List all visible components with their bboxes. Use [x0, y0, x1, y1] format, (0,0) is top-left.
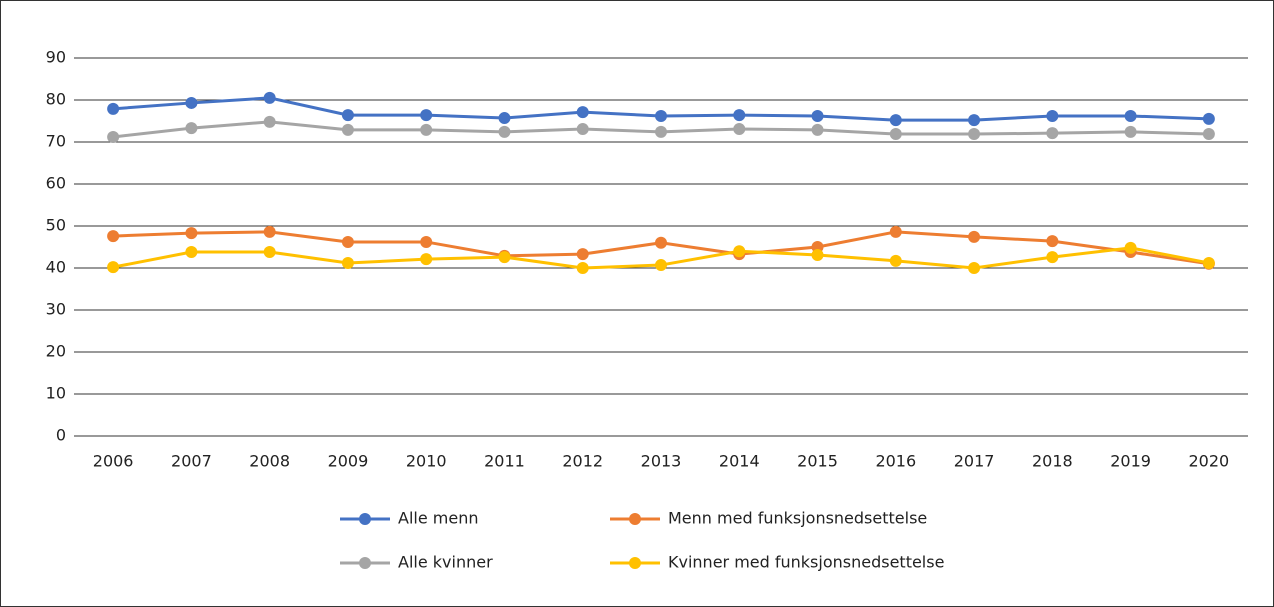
- series-marker: [185, 96, 198, 109]
- y-tick-label: 50: [46, 216, 66, 235]
- series-marker: [889, 128, 902, 141]
- series-marker: [1202, 256, 1215, 269]
- series-marker: [655, 236, 667, 249]
- series-marker: [1124, 125, 1137, 138]
- legend-marker: [629, 513, 641, 525]
- x-tick-label: 2020: [1189, 452, 1230, 471]
- legend-marker: [359, 557, 371, 569]
- series-marker: [263, 246, 276, 259]
- series-marker: [811, 109, 824, 122]
- series-marker: [341, 256, 354, 269]
- x-tick-label: 2008: [249, 452, 290, 471]
- x-tick-label: 2010: [406, 452, 447, 471]
- series-marker: [107, 130, 120, 143]
- series-marker: [889, 225, 902, 238]
- x-tick-label: 2014: [719, 452, 760, 471]
- series-marker: [420, 109, 433, 122]
- series-marker: [811, 248, 824, 261]
- series-marker: [733, 245, 746, 258]
- legend-label: Alle menn: [398, 509, 478, 528]
- y-tick-label: 30: [46, 300, 66, 319]
- series-marker: [733, 109, 746, 122]
- series-marker: [1202, 112, 1215, 125]
- series-marker: [107, 102, 120, 115]
- series-marker: [655, 259, 667, 272]
- series-marker: [968, 128, 981, 141]
- series-marker: [576, 248, 589, 261]
- series-marker: [498, 125, 511, 138]
- series-marker: [811, 123, 824, 136]
- series-marker: [263, 91, 276, 104]
- series-marker: [498, 251, 511, 264]
- series-marker: [420, 235, 433, 248]
- series-marker: [576, 106, 589, 119]
- series-marker: [107, 261, 120, 274]
- series-marker: [341, 235, 354, 248]
- series-marker: [889, 254, 902, 267]
- y-tick-label: 70: [46, 132, 66, 151]
- series-marker: [968, 114, 981, 127]
- series-marker: [185, 227, 198, 240]
- x-tick-label: 2016: [875, 452, 916, 471]
- y-tick-label: 90: [46, 48, 66, 67]
- x-tick-label: 2019: [1110, 452, 1151, 471]
- x-tick-label: 2009: [328, 452, 369, 471]
- series-marker: [498, 112, 511, 125]
- x-tick-label: 2006: [93, 452, 134, 471]
- x-tick-label: 2018: [1032, 452, 1073, 471]
- series-marker: [185, 246, 198, 259]
- series-marker: [1046, 235, 1059, 248]
- series-marker: [576, 122, 589, 135]
- y-tick-label: 40: [46, 258, 66, 277]
- series-marker: [341, 123, 354, 136]
- series-marker: [1046, 127, 1059, 140]
- series-marker: [263, 115, 276, 128]
- series-marker: [576, 262, 589, 274]
- x-tick-label: 2011: [484, 452, 525, 471]
- series-marker: [968, 262, 981, 274]
- series-marker: [655, 109, 667, 122]
- y-tick-label: 80: [46, 90, 66, 109]
- series-marker: [420, 123, 433, 136]
- series-marker: [1046, 109, 1059, 122]
- y-tick-label: 10: [46, 384, 66, 403]
- y-tick-label: 20: [46, 342, 66, 361]
- series-marker: [968, 230, 981, 243]
- legend-marker: [359, 513, 371, 525]
- x-tick-label: 2015: [797, 452, 838, 471]
- series-marker: [185, 122, 198, 135]
- x-tick-label: 2007: [171, 452, 212, 471]
- series-marker: [341, 109, 354, 122]
- series-marker: [1124, 109, 1137, 122]
- x-tick-label: 2013: [641, 452, 682, 471]
- y-tick-label: 0: [56, 426, 66, 445]
- legend-label: Alle kvinner: [398, 553, 493, 572]
- series-marker: [263, 225, 276, 238]
- series-marker: [107, 230, 120, 243]
- legend-marker: [629, 557, 641, 569]
- series-marker: [733, 122, 746, 135]
- x-tick-label: 2017: [954, 452, 995, 471]
- series-marker: [1046, 251, 1059, 264]
- series-marker: [420, 253, 433, 266]
- series-marker: [1202, 128, 1215, 141]
- series-marker: [655, 125, 667, 138]
- series-marker: [889, 114, 902, 127]
- x-tick-label: 2012: [562, 452, 603, 471]
- legend-label: Kvinner med funksjonsnedsettelse: [668, 553, 944, 572]
- y-tick-label: 60: [46, 174, 66, 193]
- legend-label: Menn med funksjonsnedsettelse: [668, 509, 927, 528]
- series-marker: [1124, 241, 1137, 254]
